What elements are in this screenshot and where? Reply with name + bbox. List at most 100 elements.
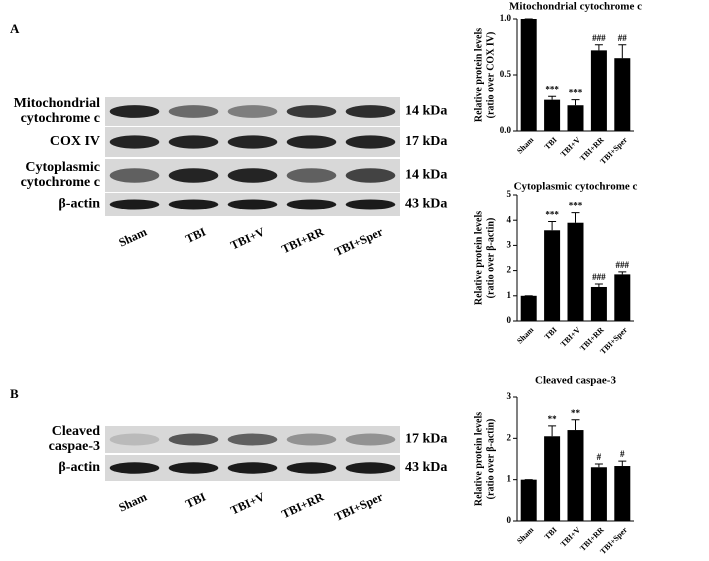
y-tick-label: 0 (507, 515, 512, 525)
y-tick-label: 1 (507, 290, 512, 300)
bar (520, 479, 537, 521)
bar (544, 99, 561, 131)
blot-band (168, 105, 219, 118)
y-tick-label: 0 (507, 315, 512, 325)
blot-band (168, 135, 219, 149)
bar (614, 58, 631, 132)
significance-label: ** (548, 414, 558, 424)
x-tick-label: Sham (515, 325, 535, 345)
blot-band (286, 199, 337, 210)
blot-row-label: cytochrome c (21, 111, 100, 126)
y-tick-label: 5 (507, 189, 512, 199)
blot-band (345, 433, 396, 446)
blot-band (109, 105, 160, 118)
y-tick-label: 4 (507, 214, 512, 224)
error-bar (618, 271, 627, 275)
y-tick-label: 3 (507, 239, 512, 249)
lane-label: TBI+Sper (332, 489, 385, 524)
bar (567, 105, 584, 131)
blot-band (286, 433, 337, 446)
blot-band (227, 135, 278, 149)
x-tick-label: Sham (515, 135, 535, 155)
significance-label: ### (616, 260, 630, 270)
bar (520, 19, 537, 131)
blot-row-label: β-actin (58, 197, 100, 212)
lane-label: TBI+V (228, 489, 267, 517)
error-bar (548, 425, 557, 437)
blot-band (227, 462, 278, 474)
bar (590, 286, 607, 321)
significance-label: ### (592, 272, 606, 282)
blot-size-label: 43 kDa (405, 197, 447, 212)
y-tick-label: 1 (507, 474, 512, 484)
blot-band (168, 168, 219, 183)
lane-label: TBI+RR (279, 224, 326, 256)
error-bar (618, 44, 627, 59)
y-tick-label: 1.0 (500, 13, 512, 23)
y-axis-label: (ratio over COX IV) (485, 32, 496, 119)
blot-band (286, 105, 337, 118)
bar (590, 467, 607, 521)
significance-label: # (597, 452, 602, 462)
significance-label: *** (545, 210, 559, 220)
blot-band (109, 135, 160, 149)
bar (544, 230, 561, 321)
blot-band (168, 199, 219, 210)
lane-label: TBI+RR (279, 489, 326, 521)
x-tick-label: TBI (543, 325, 559, 341)
lane-label: Sham (116, 225, 149, 250)
y-axis-label: (ratio over β-actin) (485, 419, 496, 500)
error-bar (594, 463, 603, 468)
error-bar (618, 460, 627, 467)
bar (544, 436, 561, 521)
significance-label: *** (545, 84, 559, 94)
significance-label: *** (569, 88, 583, 98)
y-tick-label: 2 (507, 265, 512, 275)
y-axis-label: Relative protein levels (473, 412, 484, 506)
y-axis-label: Relative protein levels (473, 28, 484, 122)
blot-size-label: 17 kDa (405, 134, 447, 149)
significance-label: ## (618, 33, 628, 43)
blot-row-label: β-actin (58, 460, 100, 475)
significance-label: # (620, 449, 625, 459)
chart-title: Mitochondrial cytochrome c (509, 1, 642, 13)
lane-label: TBI+Sper (332, 224, 385, 259)
y-axis-label: Relative protein levels (473, 211, 484, 305)
error-bar (571, 212, 580, 223)
blot-row-label: Mitochondrial (14, 96, 100, 111)
panel-label: B (10, 386, 19, 401)
bar (567, 222, 584, 321)
blot-band (109, 199, 160, 210)
bar (614, 466, 631, 521)
panel-label: A (10, 21, 20, 36)
error-bar (571, 419, 580, 431)
blot-band (345, 135, 396, 149)
blot-row-label: cytochrome c (21, 175, 100, 190)
x-tick-label: Sham (515, 525, 535, 545)
error-bar (548, 95, 557, 100)
blot-size-label: 17 kDa (405, 432, 447, 447)
lane-label: Sham (116, 490, 149, 515)
blot-band (227, 199, 278, 210)
x-tick-label: TBI (543, 525, 559, 541)
error-bar (571, 99, 580, 106)
error-bar (594, 44, 603, 51)
blot-row-label: Cleaved (52, 424, 100, 439)
blot-band (168, 433, 219, 446)
blot-band (227, 168, 278, 183)
bar (567, 430, 584, 521)
blot-band (345, 168, 396, 183)
significance-label: ### (592, 33, 606, 43)
y-axis-label: (ratio over β-actin) (485, 218, 496, 299)
error-bar (594, 283, 603, 287)
lane-label: TBI+V (228, 224, 267, 252)
bar (520, 295, 537, 321)
blot-band (227, 433, 278, 446)
blot-band (286, 462, 337, 474)
blot-row-label: Cytoplasmic (25, 160, 100, 175)
blot-row-label: COX IV (50, 134, 100, 149)
blot-band (109, 433, 160, 446)
bar (614, 274, 631, 321)
significance-label: *** (569, 201, 583, 211)
